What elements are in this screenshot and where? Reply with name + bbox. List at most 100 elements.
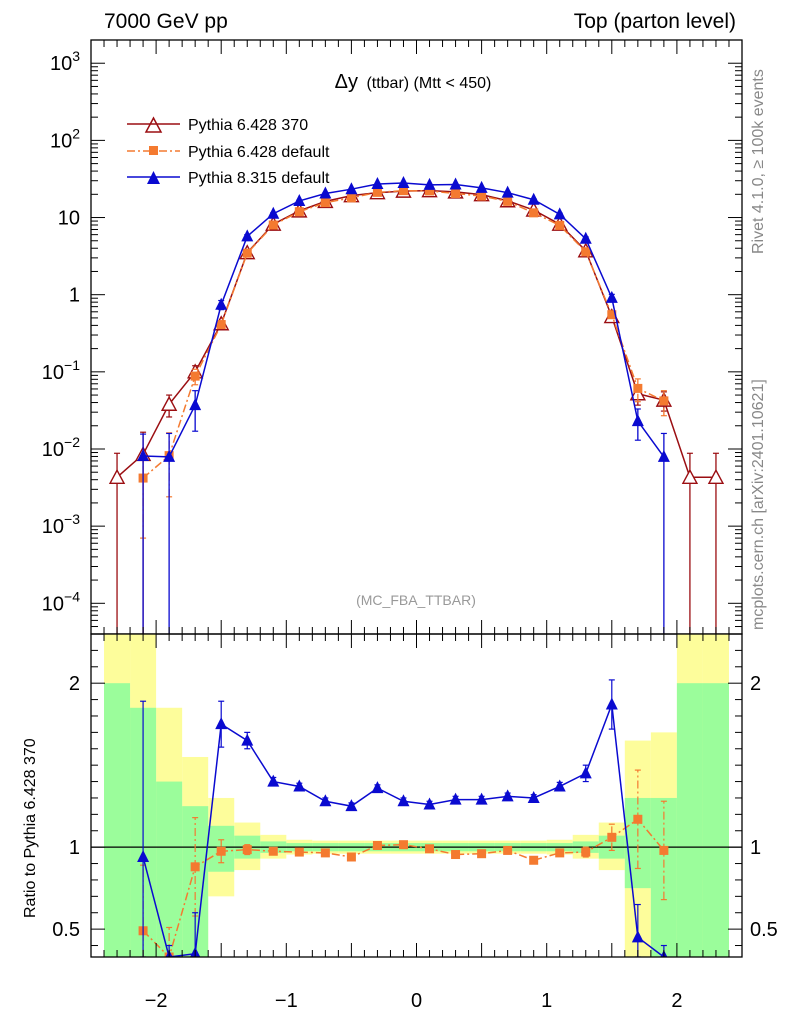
x-tick-label: −1 [275,990,298,1012]
ratio-point-square [346,852,356,862]
point-square [398,186,408,196]
ratio-point-triangle [137,849,150,862]
point-square [581,247,591,257]
y-tick-label: 10−4 [42,588,80,615]
ratio-point-triangle [371,781,384,794]
ratio-point-square [581,847,591,857]
ratio-point-triangle [267,774,280,787]
point-square [320,198,330,208]
ratio-point-triangle [397,794,410,807]
y-tick-label: 1 [69,285,80,307]
point-square [659,396,669,406]
ratio-point-triangle [579,766,592,779]
ratio-point-square [268,846,278,856]
point-filled-triangle [527,192,540,205]
chart-title: Δy (ttbar) (Mtt < 450) [335,71,492,93]
legend-marker-p8 [147,171,160,184]
ratio-y-tick-label-right: 0.5 [750,919,778,941]
legend-marker-p6-default [149,146,158,155]
point-square [555,220,565,230]
ratio-point-square [425,844,435,854]
series-line [116,189,716,479]
ratio-ylabel: Ratio to Pythia 6.428 370 [22,738,39,918]
y-tick-label: 10 [58,208,80,230]
ratio-point-square [529,855,539,865]
legend-label-p6-370: Pythia 6.428 370 [188,117,308,134]
ratio-y-tick-label-right: 2 [750,673,761,695]
analysis-watermark: (MC_FBA_TTBAR) [356,592,476,608]
ratio-point-square [503,845,513,855]
point-filled-triangle [267,206,280,219]
ratio-point-triangle [527,790,540,803]
ratio-point-triangle [345,799,358,812]
y-tick-label: 10−1 [42,357,80,384]
ratio-point-triangle [215,717,228,730]
ratio-y-tick-label: 2 [69,673,80,695]
ratio-point-square [320,848,330,858]
point-filled-triangle [241,229,254,242]
rivet-label: Rivet 4.1.0, ≥ 100k events [750,69,767,254]
point-square [633,383,643,393]
header-left: 7000 GeV pp [104,10,228,33]
point-filled-triangle [631,414,644,427]
ratio-point-square [372,841,382,851]
ratio-point-square [216,846,226,856]
point-square [529,208,539,218]
ratio-point-triangle [319,794,332,807]
x-tick-label: 0 [411,990,422,1012]
point-open-triangle [108,468,126,484]
ratio-y-tick-label-right: 1 [750,837,761,859]
ratio-point-square [451,850,461,860]
legend-marker-p6-370 [144,116,163,133]
point-filled-triangle [319,186,332,199]
point-square [477,191,487,201]
y-tick-label: 102 [50,125,80,152]
point-square [346,193,356,203]
chart-title-main: Δy [335,71,358,93]
x-tick-label: 1 [541,990,552,1012]
band-green [702,683,729,957]
legend: Pythia 6.428 370 Pythia 6.428 default Py… [127,116,330,187]
ratio-point-square [190,862,200,872]
point-square [268,220,278,230]
ratio-point-triangle [293,779,306,792]
ratio-point-triangle [631,930,644,943]
ratio-point-triangle [423,797,436,810]
point-filled-triangle [423,177,436,190]
band-green [104,683,131,957]
ratio-point-square [633,814,643,824]
ratio-point-triangle [501,789,514,802]
point-filled-triangle [371,177,384,190]
ratio-y-tick-label: 0.5 [52,919,80,941]
point-filled-triangle [293,193,306,206]
ratio-point-triangle [605,697,618,710]
point-square [503,196,513,206]
ratio-point-triangle [475,792,488,805]
ratio-point-square [294,847,304,857]
ratio-panel: −2 −1 0 1 2 0.5 0.5 1 1 2 2 [52,633,778,1012]
ratio-point-square [555,848,565,858]
ratio-point-square [477,849,487,859]
ratio-point-square [659,845,669,855]
point-filled-triangle [553,207,566,220]
point-filled-triangle [579,231,592,244]
band-green [624,797,651,889]
band-green [676,683,703,957]
point-filled-triangle [657,449,670,462]
ratio-point-triangle [241,733,254,746]
point-filled-triangle [449,177,462,190]
ratio-point-triangle [553,779,566,792]
mcplots-label: mcplots.cern.ch [arXiv:2401.10621] [750,379,767,630]
point-filled-triangle [397,176,410,189]
x-tick-label: −2 [145,990,168,1012]
point-filled-triangle [163,449,176,462]
series-line [142,189,665,479]
y-tick-label: 10−3 [42,511,80,538]
ratio-point-triangle [449,792,462,805]
y-tick-label: 10−2 [42,434,80,461]
ratio-series-line [142,818,665,957]
x-tick-label: 2 [671,990,682,1012]
point-square [216,320,226,330]
point-filled-triangle [189,398,202,411]
